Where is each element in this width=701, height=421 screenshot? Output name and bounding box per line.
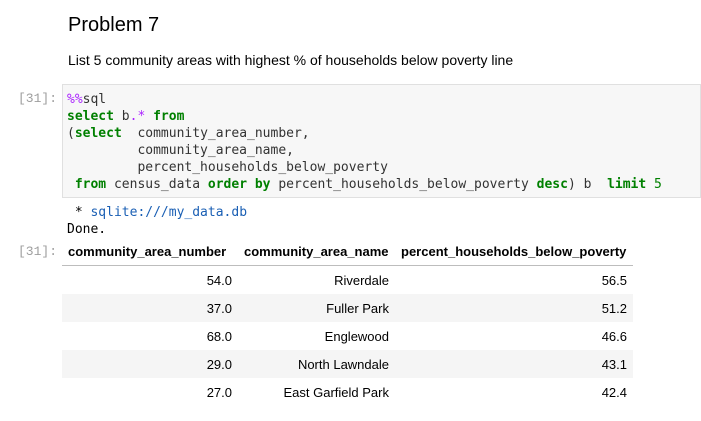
table-row: 29.0 North Lawndale 43.1 bbox=[62, 350, 633, 378]
col-header-community-area-number: community_area_number bbox=[62, 237, 238, 266]
code-line-5: percent_households_below_poverty bbox=[67, 160, 388, 175]
code-text[interactable]: %%sql select b.* from (select community_… bbox=[67, 91, 662, 193]
code-line-2: select b.* from bbox=[67, 109, 185, 124]
col-header-community-area-name: community_area_name bbox=[238, 237, 395, 266]
stdout-done: Done. bbox=[67, 222, 107, 237]
code-line-4: community_area_name, bbox=[67, 143, 294, 158]
cell-stdout: * sqlite:///my_data.db Done. bbox=[67, 204, 247, 238]
table-header-row: community_area_number community_area_nam… bbox=[62, 237, 633, 266]
cell-name: East Garfield Park bbox=[283, 384, 390, 400]
cell-number: 29.0 bbox=[62, 350, 238, 378]
problem-description: List 5 community areas with highest % of… bbox=[68, 52, 514, 68]
code-line-3: (select community_area_number, bbox=[67, 126, 310, 141]
input-prompt: [31]: bbox=[18, 91, 58, 106]
cell-name: North Lawndale bbox=[238, 350, 395, 378]
cell-name: Riverdale bbox=[334, 272, 389, 288]
output-prompt: [31]: bbox=[18, 244, 58, 259]
cell-number: 37.0 bbox=[62, 294, 238, 322]
table-row: 27.0 East Garfield Park 42.4 bbox=[62, 378, 633, 406]
cell-percent: 43.1 bbox=[395, 350, 633, 378]
cell-number: 27.0 bbox=[206, 384, 232, 400]
cell-percent: 56.5 bbox=[601, 272, 627, 288]
table-row: 54.0 Riverdale 56.5 bbox=[62, 266, 633, 295]
cell-number: 54.0 bbox=[206, 272, 232, 288]
code-editor[interactable]: %%sql select b.* from (select community_… bbox=[62, 84, 701, 198]
cell-percent: 42.4 bbox=[601, 384, 627, 400]
problem-title: Problem 7 bbox=[68, 14, 160, 36]
table-row: 37.0 Fuller Park 51.2 bbox=[62, 294, 633, 322]
cell-name: Fuller Park bbox=[238, 294, 395, 322]
code-line-6: from census_data order by percent_househ… bbox=[74, 177, 662, 192]
code-line-1: %%sql bbox=[67, 92, 107, 107]
result-table: community_area_number community_area_nam… bbox=[62, 237, 633, 406]
table-row: 68.0 Englewood 46.6 bbox=[62, 322, 633, 350]
col-header-percent-households-below-poverty: percent_households_below_poverty bbox=[395, 237, 633, 266]
stdout-prefix: * bbox=[67, 205, 91, 220]
cell-name: Englewood bbox=[324, 328, 389, 344]
cell-percent: 51.2 bbox=[395, 294, 633, 322]
stdout-db-link: sqlite:///my_data.db bbox=[90, 205, 248, 220]
cell-percent: 46.6 bbox=[601, 328, 627, 344]
cell-number: 68.0 bbox=[206, 328, 232, 344]
